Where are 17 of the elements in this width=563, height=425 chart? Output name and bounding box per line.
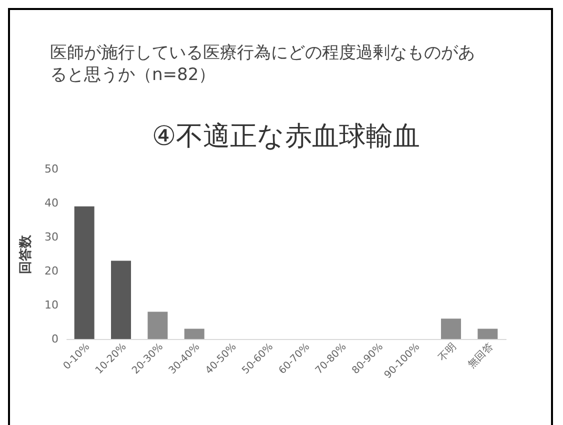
y-tick-label: 40 — [44, 196, 58, 210]
bar — [478, 328, 498, 339]
bar — [74, 206, 94, 339]
bar — [148, 312, 168, 339]
y-tick-label: 50 — [44, 162, 58, 176]
bar — [441, 318, 461, 339]
bar — [184, 328, 204, 339]
chart-title: 医師が施行している医療行為にどの程度過剰なものがあると思うか（n=82） — [50, 42, 476, 86]
bar — [111, 260, 131, 339]
y-tick-label: 30 — [44, 230, 58, 244]
chart-subtitle: ④不適正な赤血球輸血 — [152, 121, 420, 152]
y-tick-label: 0 — [52, 332, 58, 346]
x-tick-label: 不明 — [436, 342, 459, 364]
y-tick-label: 20 — [44, 264, 58, 278]
y-tick-label: 10 — [44, 298, 58, 312]
y-axis-title: 回答数 — [18, 234, 34, 274]
x-tick-label: 無回答 — [466, 340, 496, 370]
